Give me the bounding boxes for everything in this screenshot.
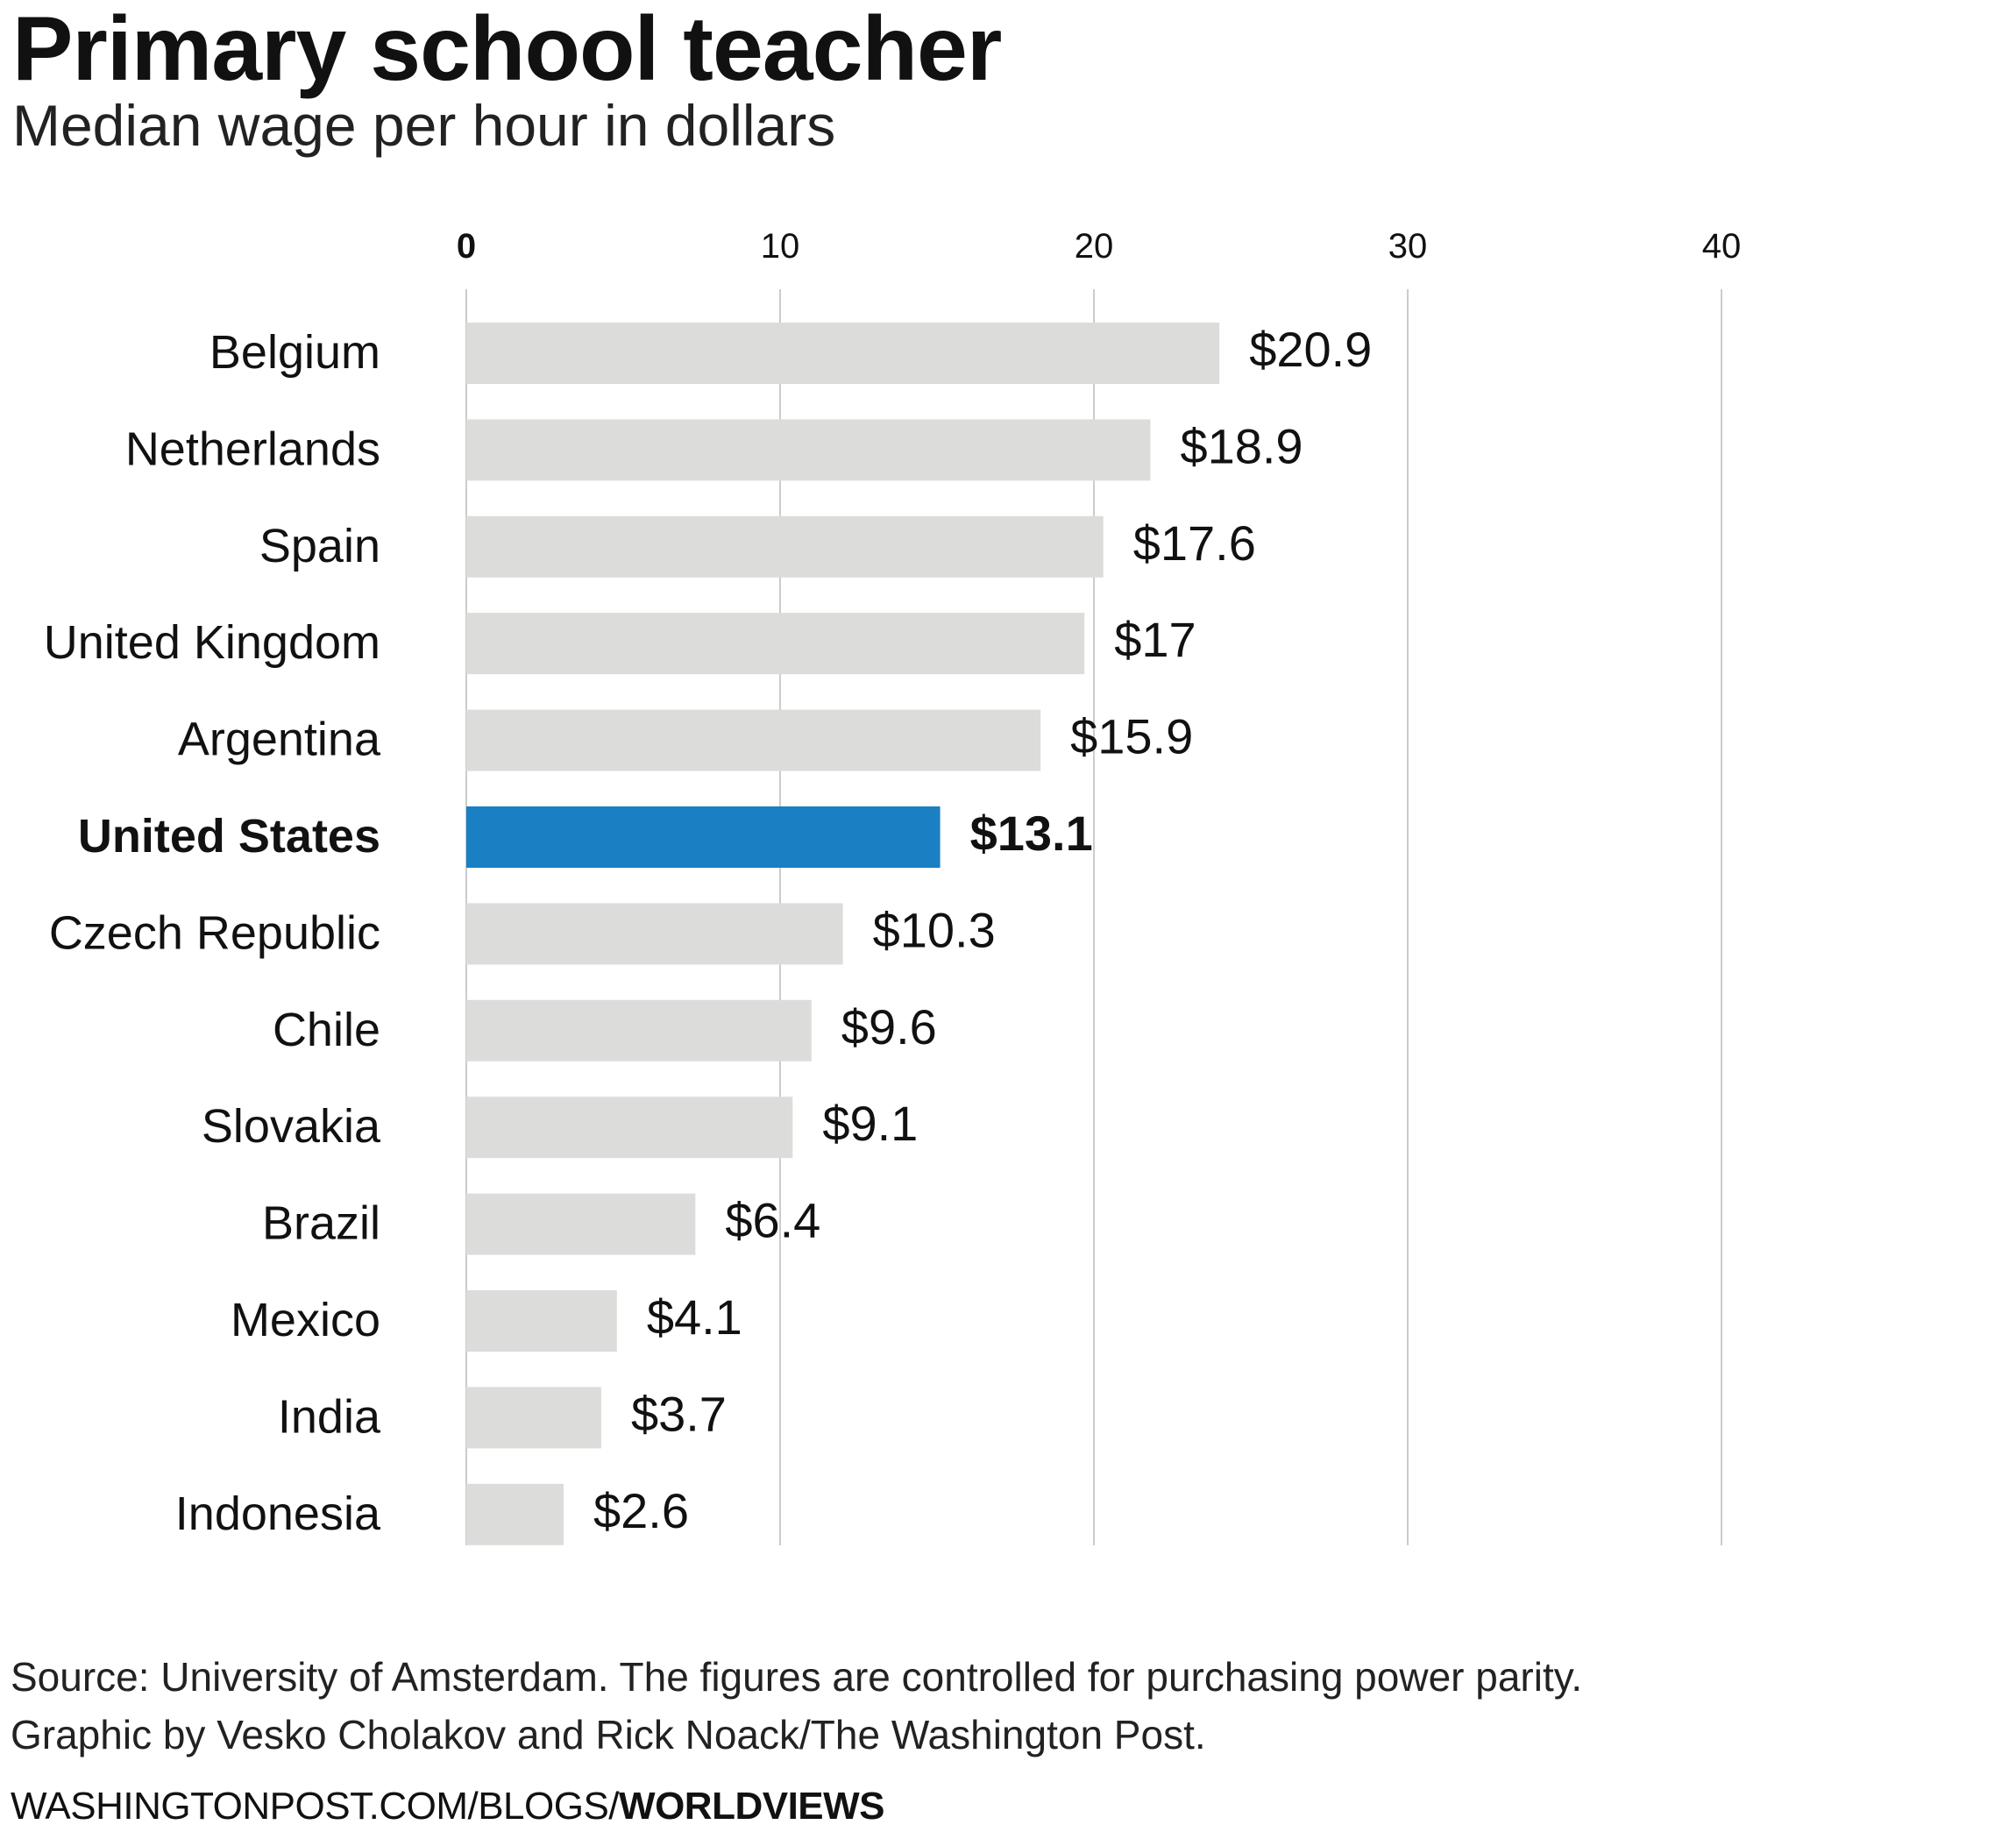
value-label: $9.6 [841, 999, 937, 1054]
category-label: Brazil [262, 1197, 380, 1250]
chart-subtitle: Median wage per hour in dollars [12, 93, 836, 158]
bar [466, 419, 1151, 481]
source-note: Source: University of Amsterdam. The fig… [11, 1648, 1582, 1764]
bar [466, 999, 812, 1061]
category-label: Mexico [231, 1294, 380, 1346]
source-line: Source: University of Amsterdam. The fig… [11, 1654, 1583, 1700]
value-label: $3.7 [631, 1386, 727, 1441]
value-label: $20.9 [1249, 322, 1372, 377]
bar [466, 323, 1220, 384]
bar [466, 1193, 696, 1255]
bar [466, 515, 1104, 578]
category-label: Czech Republic [49, 906, 380, 959]
category-label: India [278, 1390, 381, 1443]
footer-url-prefix: WASHINGTONPOST.COM/BLOGS/ [11, 1785, 620, 1828]
category-label: Indonesia [175, 1487, 381, 1540]
value-label: $13.1 [970, 806, 1093, 861]
value-label: $2.6 [593, 1483, 689, 1538]
x-tick-label: 30 [1388, 227, 1428, 266]
value-label: $15.9 [1070, 709, 1193, 764]
value-label: $9.1 [822, 1096, 918, 1151]
category-label: Spain [259, 520, 380, 572]
bar [466, 1290, 617, 1352]
category-label: Netherlands [125, 422, 380, 475]
x-tick-label: 0 [457, 227, 476, 266]
category-label: United States [78, 810, 380, 863]
category-label: Belgium [209, 326, 380, 379]
value-label: $17 [1114, 612, 1196, 667]
credit-line: Graphic by Vesko Cholakov and Rick Noack… [11, 1712, 1206, 1757]
bar [466, 1483, 564, 1545]
x-tick-label: 20 [1075, 227, 1114, 266]
category-label: Slovakia [202, 1100, 381, 1153]
bar [466, 903, 843, 965]
bar [466, 709, 1041, 771]
chart-title: Primary school teacher [12, 0, 1002, 100]
category-label: United Kingdom [44, 616, 380, 669]
value-label: $17.6 [1133, 515, 1256, 571]
x-tick-label: 40 [1702, 227, 1742, 266]
category-label: Chile [273, 1004, 380, 1056]
bar [466, 1097, 793, 1159]
value-label: $10.3 [873, 902, 996, 957]
footer-url-section: WORLDVIEWS [619, 1785, 885, 1828]
bar [466, 1387, 601, 1449]
category-label: Argentina [178, 714, 381, 766]
value-label: $6.4 [725, 1193, 820, 1248]
value-label: $18.9 [1180, 418, 1303, 473]
footer-url[interactable]: WASHINGTONPOST.COM/BLOGS/WORLDVIEWS [11, 1785, 885, 1828]
bar-chart: 0 10 20 30 40 Belgium $20.9 Netherlands $18.9 Spa… [44, 227, 1742, 1545]
x-tick-label: 10 [761, 227, 800, 266]
bar [466, 613, 1085, 675]
value-label: $4.1 [647, 1289, 742, 1345]
bar [466, 806, 941, 868]
